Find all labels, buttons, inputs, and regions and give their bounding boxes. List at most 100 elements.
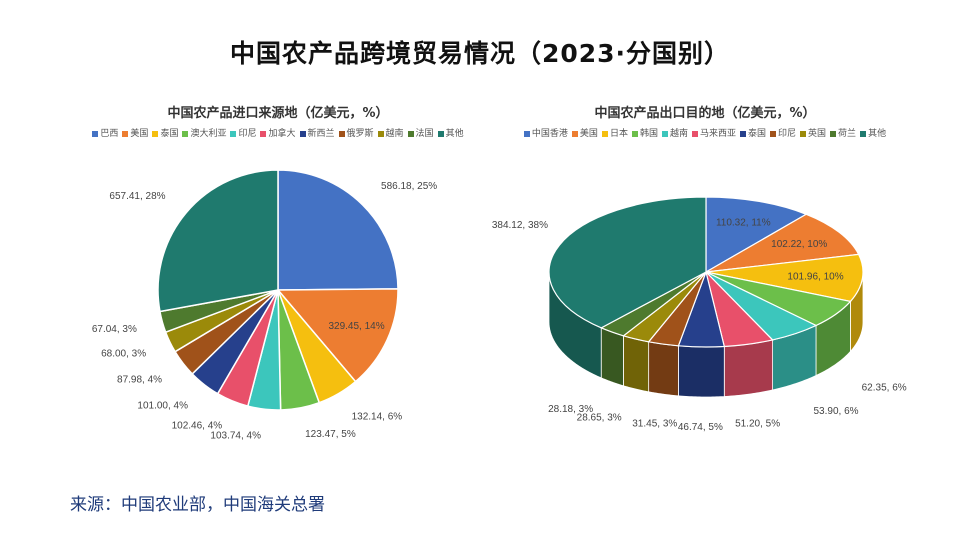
data-label: 87.98, 4% [117, 374, 162, 385]
data-label: 62.35, 6% [862, 383, 907, 394]
legend-swatch [230, 130, 237, 137]
legend-item[interactable]: 新西兰 [299, 129, 335, 139]
legend-item[interactable]: 越南 [661, 129, 688, 139]
legend-label: 越南 [669, 129, 688, 139]
legend-label: 英国 [808, 129, 827, 139]
data-label: 123.47, 5% [305, 429, 356, 440]
legend-label: 日本 [609, 129, 628, 139]
legend-swatch [152, 130, 159, 137]
data-label: 51.20, 5% [735, 419, 780, 430]
pie-slice[interactable] [705, 253, 864, 303]
pie-slice-side [600, 327, 624, 387]
pie-slice-side [623, 335, 650, 393]
data-label: 384.12, 38% [492, 220, 548, 231]
legend-item[interactable]: 印尼 [230, 129, 256, 139]
pie-slice-side [678, 345, 725, 398]
pie-slice[interactable] [277, 169, 399, 291]
data-label: 102.46, 4% [172, 420, 223, 431]
data-label: 53.90, 6% [813, 406, 858, 417]
legend-swatch [691, 130, 698, 137]
legend-label: 其他 [868, 129, 887, 139]
legend-swatch [631, 130, 638, 137]
data-label: 67.04, 3% [92, 324, 137, 335]
pie-slice[interactable] [705, 196, 808, 274]
legend-item[interactable]: 加拿大 [260, 129, 296, 139]
legend-item[interactable]: 荷兰 [830, 129, 856, 139]
legend-swatch [407, 130, 414, 137]
legend-label: 巴西 [100, 129, 119, 139]
export-chart-legend: 中国香港 美国 日本 韩国 越南 马来西亚 泰国 印尼 英国 荷兰 其他 [490, 126, 920, 139]
legend-swatch [770, 130, 777, 137]
legend-swatch [661, 130, 668, 137]
legend-swatch [800, 130, 807, 137]
legend-label: 美国 [130, 129, 149, 139]
legend-item[interactable]: 泰国 [152, 129, 178, 139]
legend-label: 加拿大 [268, 129, 296, 139]
legend-label: 泰国 [748, 129, 767, 139]
legend-item[interactable]: 泰国 [740, 129, 766, 139]
data-label: 31.45, 3% [632, 419, 677, 430]
legend-item[interactable]: 日本 [601, 129, 628, 139]
legend-label: 马来西亚 [699, 129, 736, 139]
legend-swatch [377, 130, 384, 137]
data-label: 329.45, 14% [328, 321, 384, 332]
legend-item[interactable]: 其他 [437, 129, 464, 139]
legend-swatch [571, 130, 578, 137]
data-label: 132.14, 6% [352, 412, 403, 423]
legend-label: 俄罗斯 [346, 129, 374, 139]
data-label: 110.32, 11% [716, 218, 771, 229]
data-label: 28.18, 3% [548, 404, 593, 415]
pie-slice[interactable] [276, 288, 399, 383]
legend-swatch [92, 130, 99, 137]
data-label: 586.18, 25% [381, 181, 437, 192]
data-label: 657.41, 28% [109, 191, 165, 202]
data-label: 103.74, 4% [210, 430, 261, 441]
legend-item[interactable]: 越南 [377, 129, 404, 139]
legend-swatch [182, 130, 189, 137]
legend-swatch [601, 130, 608, 137]
legend-swatch [740, 130, 746, 137]
pie-slice[interactable] [705, 213, 860, 273]
pie-slice[interactable] [548, 196, 707, 329]
legend-label: 法国 [415, 129, 434, 139]
import-chart-legend: 巴西 美国 泰国 澳大利亚 印尼 加拿大 新西兰 俄罗斯 越南 法国 其他 [63, 126, 493, 139]
data-label: 68.00, 3% [101, 349, 146, 360]
legend-item[interactable]: 其他 [860, 129, 886, 139]
pie-slice-side [723, 339, 773, 397]
legend-item[interactable]: 中国香港 [523, 129, 568, 139]
data-label: 101.96, 10% [787, 271, 843, 282]
page-title: 中国农产品跨境贸易情况（2023·分国别） [229, 39, 731, 68]
data-label: 102.22, 10% [771, 239, 827, 250]
legend-label: 印尼 [238, 129, 257, 139]
legend-label: 泰国 [160, 129, 179, 139]
legend-label: 其他 [445, 129, 464, 139]
legend-label: 新西兰 [307, 129, 335, 139]
legend-swatch [437, 130, 444, 137]
legend-item[interactable]: 美国 [571, 129, 598, 139]
legend-item[interactable]: 马来西亚 [691, 129, 736, 139]
data-label: 28.65, 3% [577, 412, 622, 423]
legend-item[interactable]: 印尼 [770, 129, 796, 139]
pie-slice[interactable] [157, 169, 279, 313]
legend-item[interactable]: 法国 [407, 129, 434, 139]
legend-item[interactable]: 澳大利亚 [182, 129, 226, 139]
legend-label: 印尼 [778, 129, 797, 139]
legend-label: 越南 [385, 129, 404, 139]
legend-item[interactable]: 美国 [122, 129, 148, 139]
legend-swatch [830, 130, 837, 137]
legend-item[interactable]: 俄罗斯 [338, 129, 374, 139]
legend-item[interactable]: 英国 [800, 129, 826, 139]
legend-label: 韩国 [639, 129, 658, 139]
data-label: 101.00, 4% [137, 400, 188, 411]
data-label: 46.74, 5% [678, 422, 723, 433]
pie-slice-side [648, 341, 679, 397]
legend-label: 美国 [579, 129, 598, 139]
legend-swatch [338, 130, 345, 137]
legend-label: 荷兰 [838, 129, 857, 139]
legend-label: 中国香港 [531, 129, 568, 139]
legend-item[interactable]: 韩国 [631, 129, 658, 139]
import-chart-title: 中国农产品进口来源地（亿美元，%） [167, 106, 389, 121]
legend-item[interactable]: 巴西 [92, 129, 118, 139]
source-note: 来源：中国农业部，中国海关总署 [70, 495, 325, 515]
